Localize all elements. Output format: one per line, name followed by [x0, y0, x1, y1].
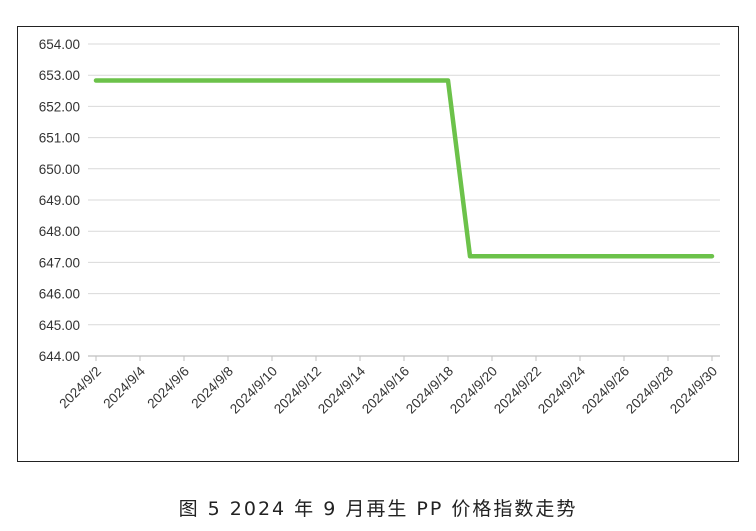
y-tick-label: 651.00 [39, 131, 80, 146]
x-tick-label: 2024/9/20 [447, 364, 500, 417]
gridlines [88, 43, 720, 326]
x-tick-label: 2024/9/26 [579, 364, 632, 417]
x-tick-label: 2024/9/30 [667, 364, 720, 417]
x-tick-label: 2024/9/22 [491, 364, 544, 417]
series-lines [93, 78, 715, 259]
x-tick-label: 2024/9/2 [56, 364, 104, 412]
axes [88, 355, 720, 361]
y-tick-label: 653.00 [39, 68, 80, 83]
series-line [93, 78, 715, 259]
figure-caption: 图 5 2024 年 9 月再生 PP 价格指数走势 [178, 498, 578, 520]
x-tick-label: 2024/9/10 [227, 364, 280, 417]
y-tick-labels: 644.00 645.00 646.00 647.00 648.00 649.00 650.… [39, 37, 80, 364]
y-tick-label: 645.00 [39, 318, 80, 333]
x-tick-label: 2024/9/16 [359, 364, 412, 417]
x-tick-label: 2024/9/12 [271, 364, 324, 417]
y-tick-label: 650.00 [39, 162, 80, 177]
line-chart: 644.00 645.00 646.00 647.00 648.00 649.00 650.… [39, 37, 720, 417]
y-tick-label: 647.00 [39, 255, 80, 270]
y-tick-label: 652.00 [39, 99, 80, 114]
x-tick-label: 2024/9/4 [100, 363, 148, 411]
y-tick-label: 644.00 [39, 349, 80, 364]
y-tick-label: 646.00 [39, 287, 80, 302]
x-tick-label: 2024/9/6 [144, 364, 192, 412]
x-tick-labels: 2024/9/22024/9/42024/9/62024/9/82024/9/1… [56, 363, 720, 416]
x-tick-label: 2024/9/18 [403, 364, 456, 417]
x-tick-label: 2024/9/28 [623, 364, 676, 417]
y-tick-label: 648.00 [39, 224, 80, 239]
y-tick-label: 654.00 [39, 37, 80, 52]
y-tick-label: 649.00 [39, 193, 80, 208]
chart-frame: 644.00 645.00 646.00 647.00 648.00 649.00 650.… [17, 26, 739, 462]
